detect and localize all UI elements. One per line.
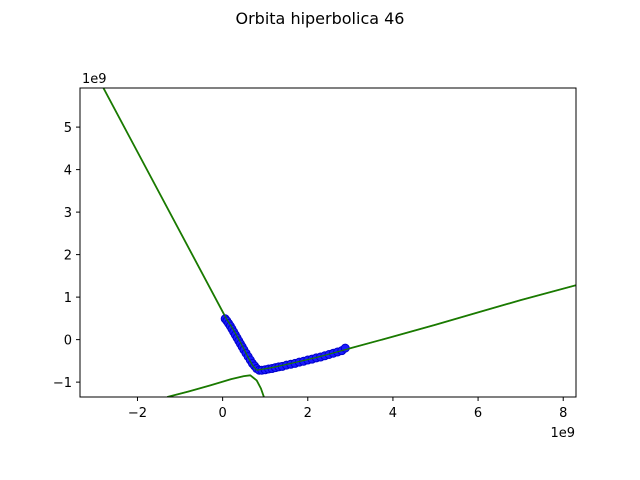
y-tick-label: −1 xyxy=(53,376,72,391)
x-tick-label: 0 xyxy=(218,406,226,421)
y-tick-label: 5 xyxy=(64,121,72,136)
y-axis: −1 0 1 2 3 4 5 xyxy=(53,121,80,391)
x-tick-label: 8 xyxy=(559,406,567,421)
axes-frame xyxy=(79,87,577,398)
x-tick-label: −2 xyxy=(128,406,147,421)
orbit-line-overlay xyxy=(167,374,265,397)
orbit-line-overlay xyxy=(256,284,576,371)
y-tick-label: 2 xyxy=(64,249,72,264)
orbit-line-overlay xyxy=(102,88,258,371)
x-tick-label: 6 xyxy=(474,406,482,421)
y-tick-label: 3 xyxy=(64,206,72,221)
x-tick-label: 2 xyxy=(304,406,312,421)
y-tick-label: 0 xyxy=(64,334,72,349)
x-offset-label: 1e9 xyxy=(550,426,575,441)
plot-area xyxy=(102,88,576,397)
y-offset-label: 1e9 xyxy=(82,72,107,87)
x-tick-label: 4 xyxy=(389,406,397,421)
y-tick-label: 4 xyxy=(64,164,72,179)
chart-title: Orbita hiperbolica 46 xyxy=(236,9,405,28)
y-tick-label: 1 xyxy=(64,291,72,306)
x-axis: −2 0 2 4 6 8 xyxy=(128,397,567,421)
